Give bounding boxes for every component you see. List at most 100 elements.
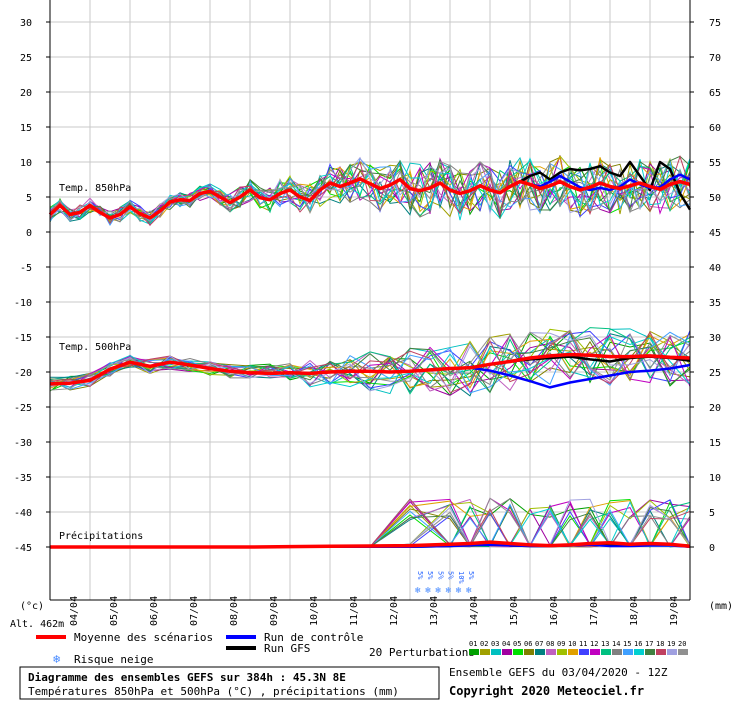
perturbation-id-label: 19 bbox=[667, 640, 675, 648]
right-tick-label: 25 bbox=[709, 368, 721, 379]
snow-risk-label: 5% bbox=[447, 571, 455, 580]
x-tick-label: 18/04 bbox=[629, 596, 640, 626]
perturbation-swatch bbox=[491, 649, 501, 655]
footer-subtitle: Températures 850hPa et 500hPa (°C) , pré… bbox=[28, 685, 399, 698]
footer-box bbox=[19, 666, 440, 700]
footer-title: Diagramme des ensembles GEFS sur 384h : … bbox=[28, 671, 346, 684]
perturbation-id-label: 12 bbox=[590, 640, 598, 648]
x-tick-label: 16/04 bbox=[549, 596, 560, 626]
left-tick-label: -20 bbox=[14, 368, 32, 379]
footer-run-info: Ensemble GEFS du 03/04/2020 - 12Z bbox=[449, 666, 668, 679]
x-tick-label: 06/04 bbox=[149, 596, 160, 626]
perturbation-swatch bbox=[645, 649, 655, 655]
perturbation-swatch bbox=[579, 649, 589, 655]
x-tick-label: 12/04 bbox=[389, 596, 400, 626]
snow-risk-label: 5% bbox=[416, 571, 424, 580]
perturbation-id-label: 18 bbox=[656, 640, 664, 648]
perturbation-id-label: 09 bbox=[557, 640, 565, 648]
legend-label-snow: Risque neige bbox=[74, 653, 153, 666]
footer-copyright: Copyright 2020 Meteociel.fr bbox=[449, 684, 644, 698]
left-tick-label: -45 bbox=[14, 543, 32, 554]
perturbation-swatch bbox=[568, 649, 578, 655]
snowflake-icon: ❄ bbox=[466, 586, 472, 596]
perturbation-id-label: 14 bbox=[612, 640, 620, 648]
perturbation-swatch bbox=[502, 649, 512, 655]
left-tick-label: 20 bbox=[20, 88, 32, 99]
right-tick-label: 10 bbox=[709, 473, 721, 484]
right-tick-label: 60 bbox=[709, 123, 721, 134]
left-tick-label: 30 bbox=[20, 18, 32, 29]
perturbation-id-label: 08 bbox=[546, 640, 554, 648]
x-tick-label: 13/04 bbox=[429, 596, 440, 626]
perturbation-id-label: 07 bbox=[535, 640, 543, 648]
altitude-label: Alt. 462m bbox=[10, 619, 64, 630]
snow-risk-label: 10% bbox=[457, 571, 465, 584]
perturbation-id-label: 10 bbox=[568, 640, 576, 648]
snow-risk-label: 5% bbox=[436, 571, 444, 580]
perturbation-swatch bbox=[557, 649, 567, 655]
x-tick-label: 19/04 bbox=[669, 596, 680, 626]
t500-mean-line bbox=[49, 352, 691, 386]
x-tick-label: 07/04 bbox=[189, 596, 200, 626]
perturbation-swatch bbox=[612, 649, 622, 655]
right-tick-label: 5 bbox=[709, 508, 715, 519]
left-axis-unit: (°c) bbox=[20, 601, 44, 612]
perturbation-swatch bbox=[524, 649, 534, 655]
perturbation-swatch bbox=[623, 649, 633, 655]
grid bbox=[49, 0, 691, 600]
perturbation-id-label: 01 bbox=[469, 640, 477, 648]
perturbation-id-label: 13 bbox=[601, 640, 609, 648]
main-series-lines bbox=[48, 160, 692, 549]
left-tick-label: -30 bbox=[14, 438, 32, 449]
right-tick-label: 70 bbox=[709, 53, 721, 64]
section-label-t500: Temp. 500hPa bbox=[59, 342, 131, 353]
right-tick-label: 35 bbox=[709, 298, 721, 309]
perturbation-id-label: 16 bbox=[634, 640, 642, 648]
perturbation-id-label: 15 bbox=[623, 640, 631, 648]
right-tick-label: 45 bbox=[709, 228, 721, 239]
right-tick-label: 55 bbox=[709, 158, 721, 169]
right-tick-label: 40 bbox=[709, 263, 721, 274]
x-tick-label: 10/04 bbox=[309, 596, 320, 626]
t850-perturbation-19 bbox=[49, 156, 691, 222]
right-axis-unit: (mm) bbox=[709, 601, 733, 612]
perturbation-color-legend: 01 02 03 04 05 06 07 08 09 10 11 12 13 14 15 16 17 18 19 20 bbox=[469, 640, 688, 655]
x-tick-label: 11/04 bbox=[349, 596, 360, 626]
legend-label-control: Run de contrôle bbox=[264, 631, 363, 644]
legend-label-perturbations: 20 Perturbations bbox=[369, 646, 475, 659]
perturbation-id-label: 05 bbox=[513, 640, 521, 648]
left-tick-label: -25 bbox=[14, 403, 32, 414]
perturbation-swatch bbox=[678, 649, 688, 655]
left-tick-label: 25 bbox=[20, 53, 32, 64]
x-tick-label: 17/04 bbox=[589, 596, 600, 626]
perturbation-swatch bbox=[535, 649, 545, 655]
right-tick-label: 20 bbox=[709, 403, 721, 414]
left-tick-label: -10 bbox=[14, 298, 32, 309]
right-tick-label: 50 bbox=[709, 193, 721, 204]
right-tick-label: 15 bbox=[709, 438, 721, 449]
legend-label-mean: Moyenne des scénarios bbox=[74, 631, 213, 644]
t500-perturbation-14 bbox=[49, 333, 691, 389]
perturbation-id-label: 20 bbox=[678, 640, 686, 648]
left-tick-label: -35 bbox=[14, 473, 32, 484]
perturbation-swatch bbox=[656, 649, 666, 655]
t850-perturbation-16 bbox=[49, 157, 691, 225]
perturbation-swatch bbox=[634, 649, 644, 655]
x-tick-label: 05/04 bbox=[109, 596, 120, 626]
perturbation-id-label: 11 bbox=[579, 640, 587, 648]
perturbation-id-label: 03 bbox=[491, 640, 499, 648]
x-tick-label: 14/04 bbox=[469, 596, 480, 626]
right-tick-label: 75 bbox=[709, 18, 721, 29]
perturbation-swatch bbox=[513, 649, 523, 655]
left-tick-label: 5 bbox=[26, 193, 32, 204]
precip-mean-line bbox=[50, 540, 691, 549]
left-tick-label: -5 bbox=[20, 263, 32, 274]
right-tick-label: 30 bbox=[709, 333, 721, 344]
snowflake-icon: ❄ bbox=[53, 652, 60, 666]
x-tick-label: 15/04 bbox=[509, 596, 520, 626]
perturbation-swatch bbox=[590, 649, 600, 655]
perturbation-swatch bbox=[480, 649, 490, 655]
perturbation-id-label: 06 bbox=[524, 640, 532, 648]
right-tick-label: 0 bbox=[709, 543, 715, 554]
